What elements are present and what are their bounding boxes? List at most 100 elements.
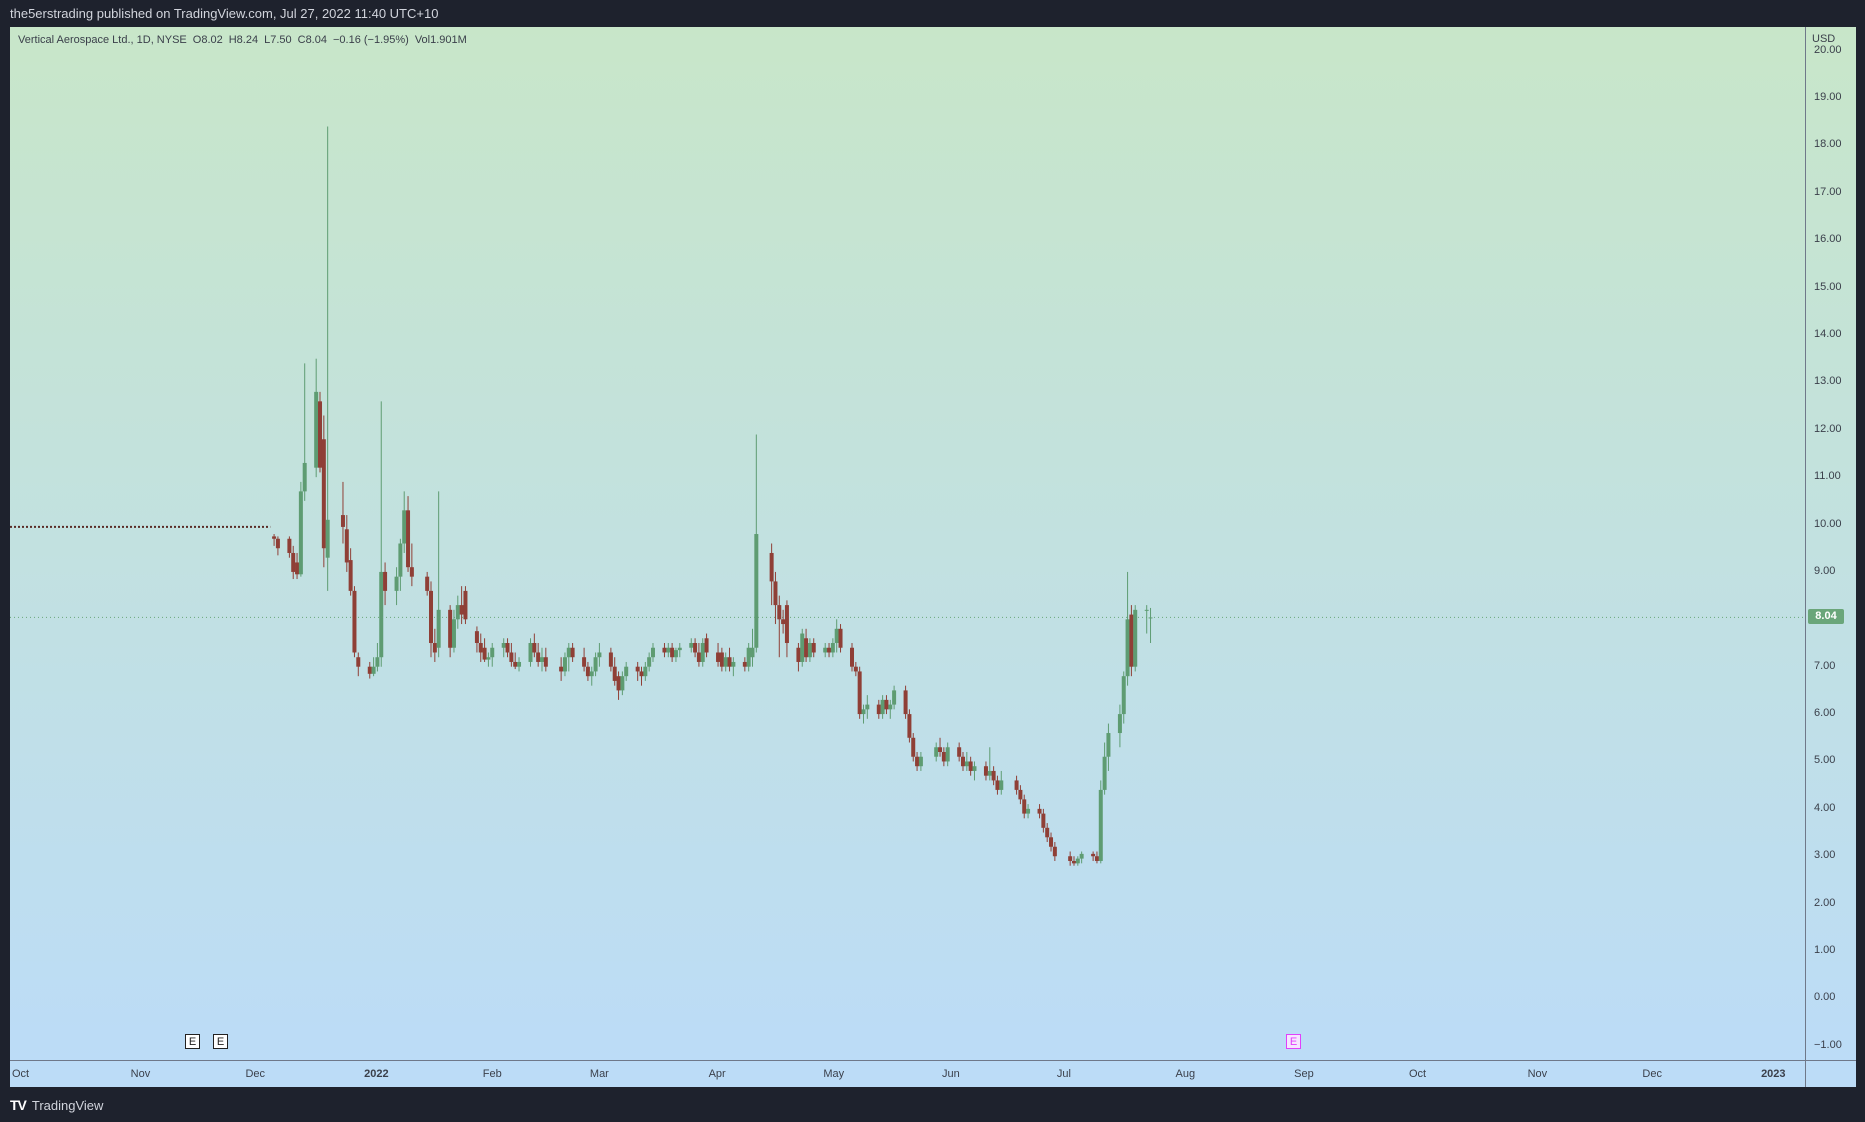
candle-body xyxy=(1037,808,1042,814)
candle-body xyxy=(750,647,755,658)
chart-pane[interactable]: Vertical Aerospace Ltd., 1D, NYSE O8.02 H8… xyxy=(10,27,1805,1060)
time-tick-label: 2023 xyxy=(1761,1068,1786,1080)
candle-body xyxy=(566,647,571,658)
time-tick-label: Sep xyxy=(1294,1068,1314,1080)
candle-body xyxy=(666,647,671,653)
candle-body xyxy=(1071,860,1076,864)
candle-body xyxy=(934,747,939,757)
candle-body xyxy=(888,704,893,710)
time-tick-label: Nov xyxy=(130,1068,151,1080)
candle-body xyxy=(429,590,434,644)
candle-body xyxy=(742,661,747,667)
time-tick-label: Jun xyxy=(942,1068,960,1080)
price-tick-label: 2.00 xyxy=(1814,896,1836,909)
candle-body xyxy=(853,666,858,672)
candle-body xyxy=(1026,808,1031,814)
candle-body xyxy=(635,666,640,672)
legend-change: −0.16 (−1.95%) xyxy=(332,34,409,46)
candle-body xyxy=(340,515,345,527)
candle-body xyxy=(796,647,801,662)
candle-body xyxy=(1133,609,1138,667)
candle-body xyxy=(436,609,441,648)
time-tick-label: Dec xyxy=(1642,1068,1662,1080)
candle-body xyxy=(1041,813,1046,828)
brand-name: TradingView xyxy=(31,1097,104,1113)
axis-corner xyxy=(1805,1060,1856,1088)
candle-body xyxy=(509,652,514,662)
price-tick-label: 19.00 xyxy=(1814,91,1842,104)
candle-body xyxy=(673,650,678,658)
time-tick-label: Mar xyxy=(589,1068,609,1080)
candle-body xyxy=(482,647,487,660)
candle-body xyxy=(616,676,621,691)
candle-body xyxy=(321,439,326,549)
price-tick-label: 14.00 xyxy=(1814,328,1842,340)
candle-body xyxy=(907,714,912,738)
candle-body xyxy=(727,657,732,667)
candle-body xyxy=(704,638,709,653)
price-tick-label: 12.00 xyxy=(1814,422,1842,435)
candle-body xyxy=(486,657,491,660)
candle-body xyxy=(643,666,648,677)
candle-body xyxy=(1075,858,1080,864)
candle-body xyxy=(409,567,414,577)
candle-body xyxy=(517,661,522,667)
candle-body xyxy=(490,647,495,658)
time-tick-label: Feb xyxy=(482,1068,502,1080)
time-tick-label: Apr xyxy=(708,1068,726,1080)
price-tick-label: 20.00 xyxy=(1814,43,1842,56)
candle-body xyxy=(880,699,885,715)
legend-close: C8.04 xyxy=(297,34,327,46)
candle-body xyxy=(972,766,977,771)
candle-body xyxy=(379,571,384,658)
candle-body xyxy=(314,391,319,468)
candle-body xyxy=(406,510,411,568)
candle-body xyxy=(827,647,832,653)
candle-body xyxy=(1014,780,1019,790)
candle-body xyxy=(474,631,479,644)
price-tick-label: −1.00 xyxy=(1814,1038,1842,1051)
candle-body xyxy=(348,560,353,591)
candle-body xyxy=(830,643,835,653)
candle-body xyxy=(834,628,839,644)
candle-body xyxy=(291,552,296,572)
legend-high: H8.24 xyxy=(228,34,259,46)
candle-body xyxy=(1102,756,1107,790)
time-axis[interactable]: Oct Nov Dec 2022 Feb Mar Apr May Jun Jul Aug Sep Oct… xyxy=(10,1060,1805,1088)
time-tick-label: Oct xyxy=(1408,1068,1427,1080)
legend-symbol[interactable]: Vertical Aerospace Ltd., 1D, NYSE xyxy=(18,34,187,46)
candle-body xyxy=(455,605,460,620)
last-price-label: 8.04 xyxy=(1808,609,1844,625)
candle-body xyxy=(723,657,728,667)
candle-body xyxy=(731,661,736,667)
candle-body xyxy=(689,643,694,648)
candle-body xyxy=(543,657,548,667)
publisher-text: the5erstrading published on TradingView.… xyxy=(10,6,439,21)
candle-body xyxy=(1018,789,1023,800)
price-tick-label: 7.00 xyxy=(1814,659,1836,672)
candle-body xyxy=(823,647,828,653)
candle-body xyxy=(528,643,533,662)
earnings-marker[interactable]: E xyxy=(213,1034,228,1049)
candle-body xyxy=(800,633,805,662)
candle-body xyxy=(892,690,897,705)
price-tick-label: 3.00 xyxy=(1814,849,1836,862)
candle-body xyxy=(432,643,437,653)
candle-body xyxy=(719,652,724,667)
candle-body xyxy=(513,661,518,667)
earnings-marker[interactable]: E xyxy=(185,1034,200,1049)
earnings-marker[interactable]: E xyxy=(1286,1034,1301,1049)
price-axis[interactable]: USD 20.00 19.00 18.00 17.00 16.00 15.00 14.00 1… xyxy=(1805,27,1856,1060)
tradingview-brand[interactable]: TV TradingView xyxy=(10,1097,103,1113)
candle-body xyxy=(570,647,575,658)
price-tick-label: 0.00 xyxy=(1814,991,1836,1004)
candle-body xyxy=(1098,789,1103,861)
candle-body xyxy=(983,766,988,776)
candle-body xyxy=(582,657,587,667)
candle-body xyxy=(876,704,881,715)
candle-body xyxy=(394,576,399,591)
candle-body xyxy=(807,643,812,658)
footer-bar: TV TradingView xyxy=(0,1087,1865,1122)
candle-body xyxy=(838,628,843,648)
price-tick-label: 18.00 xyxy=(1814,138,1842,151)
